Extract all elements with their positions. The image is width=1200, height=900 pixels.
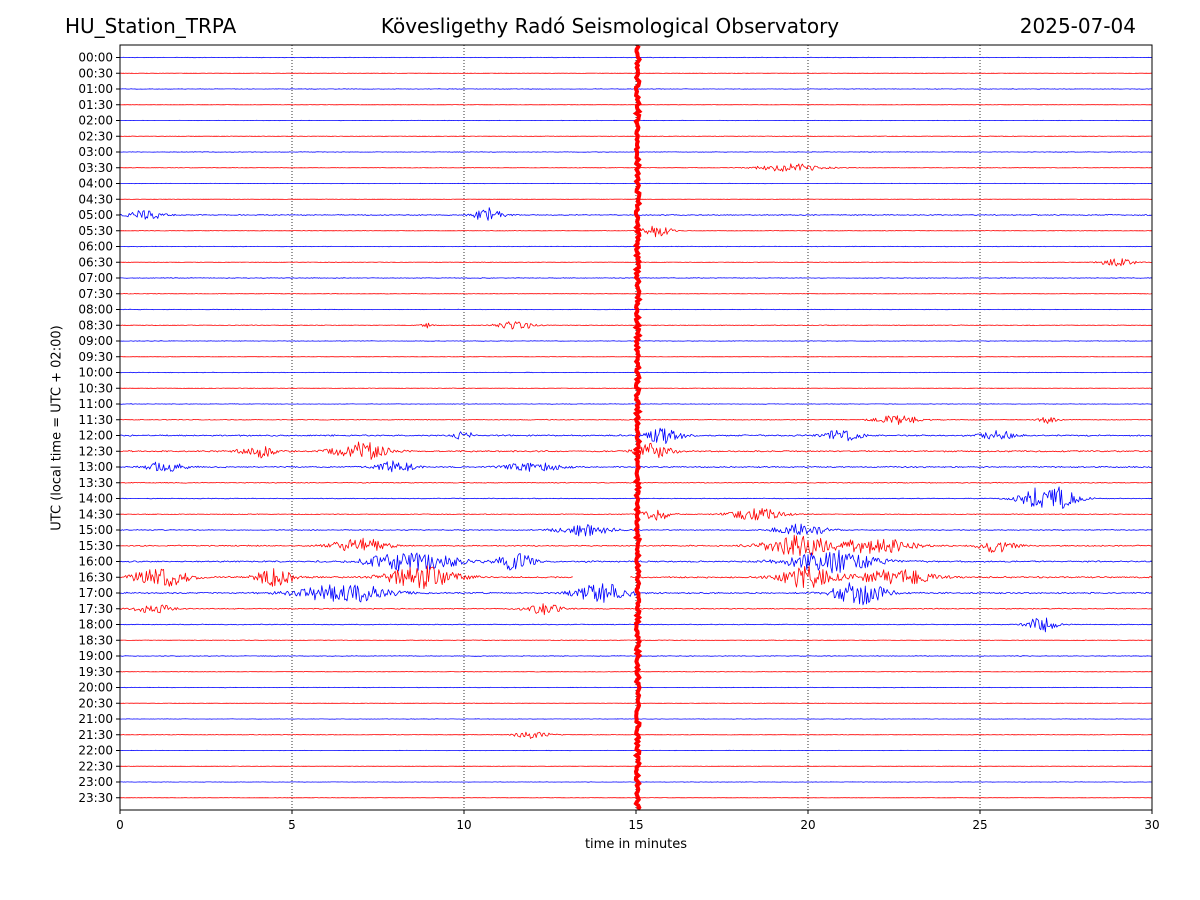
spike-layer [632,44,643,811]
y-tick-label: 11:30 [78,413,113,427]
y-tick-label: 08:00 [78,303,113,317]
trace-1630 [119,565,1153,590]
y-tick-label: 00:00 [78,51,113,65]
y-tick-label: 03:00 [78,145,113,159]
x-tick-label: 20 [800,818,815,832]
x-tick-label: 10 [456,818,471,832]
x-tick-label: 0 [116,818,124,832]
y-tick-label: 11:00 [78,397,113,411]
y-tick-label: 06:30 [78,255,113,269]
trace-0730 [119,293,1153,295]
y-tick-label: 22:30 [78,759,113,773]
x-tick-label: 25 [972,818,987,832]
y-tick-label: 15:30 [78,539,113,553]
y-tick-label: 12:30 [78,444,113,458]
y-tick-label: 20:30 [78,696,113,710]
x-axis-ticks: 0 5 10 15 20 25 30 [116,810,1160,832]
y-tick-label: 01:30 [78,98,113,112]
y-tick-label: 04:30 [78,192,113,206]
y-tick-label: 21:30 [78,728,113,742]
trace-1700 [119,582,1153,606]
y-tick-label: 02:00 [78,114,113,128]
station-name: HU_Station_TRPA [65,14,237,38]
y-tick-label: 22:00 [78,744,113,758]
y-tick-label: 03:30 [78,161,113,175]
y-tick-label: 18:00 [78,618,113,632]
y-tick-label: 10:30 [78,381,113,395]
y-tick-label: 23:00 [78,775,113,789]
y-tick-label: 06:00 [78,240,113,254]
trace-0430 [120,198,1152,200]
chart-title: Kövesligethy Radó Seismological Observat… [380,14,840,38]
y-tick-label: 16:30 [78,570,113,584]
chart-date: 2025-07-04 [1019,14,1136,38]
y-tick-label: 23:30 [78,791,113,805]
y-tick-label: 05:30 [78,224,113,238]
y-tick-label: 17:00 [78,586,113,600]
y-tick-label: 08:30 [78,318,113,332]
x-tick-label: 30 [1144,818,1159,832]
y-tick-label: 12:00 [78,429,113,443]
y-tick-label: 09:30 [78,350,113,364]
y-tick-label: 07:30 [78,287,113,301]
trace-1900 [119,655,1153,657]
y-tick-label: 21:00 [78,712,113,726]
y-tick-label: 14:30 [78,507,113,521]
y-tick-label: 13:30 [78,476,113,490]
y-tick-label: 19:00 [78,649,113,663]
y-tick-label: 02:30 [78,129,113,143]
y-tick-label: 00:30 [78,66,113,80]
y-axis-label: UTC (local time = UTC + 02:00) [49,325,65,531]
trace-1830 [119,639,1152,641]
y-tick-label: 04:00 [78,177,113,191]
y-tick-label: 07:00 [78,271,113,285]
y-tick-label: 20:00 [78,681,113,695]
x-axis-label: time in minutes [584,837,688,852]
trace-2000 [119,686,1152,689]
y-tick-label: 15:00 [78,523,113,537]
y-tick-label: 10:00 [78,366,113,380]
y-tick-label: 09:00 [78,334,113,348]
y-tick-label: 19:30 [78,665,113,679]
trace-0630 [119,258,1153,267]
y-tick-label: 13:00 [78,460,113,474]
y-tick-label: 16:00 [78,555,113,569]
x-tick-label: 5 [288,818,296,832]
y-tick-label: 17:30 [78,602,113,616]
event-spike-trace [632,44,643,811]
y-tick-label: 18:30 [78,633,113,647]
y-tick-label: 01:00 [78,82,113,96]
y-tick-label: 05:00 [78,208,113,222]
y-tick-label: 14:00 [78,492,113,506]
x-tick-label: 15 [628,818,643,832]
